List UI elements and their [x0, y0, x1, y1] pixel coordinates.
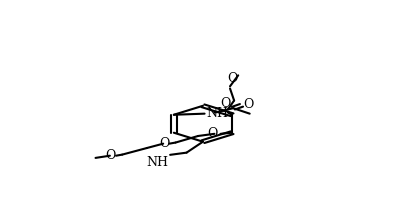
Text: O: O: [220, 97, 231, 110]
Text: O: O: [207, 127, 217, 140]
Text: NH: NH: [146, 156, 168, 169]
Text: O: O: [243, 98, 253, 111]
Text: NH: NH: [206, 107, 228, 120]
Text: O: O: [106, 149, 116, 162]
Text: O: O: [226, 72, 237, 85]
Text: O: O: [159, 137, 169, 150]
